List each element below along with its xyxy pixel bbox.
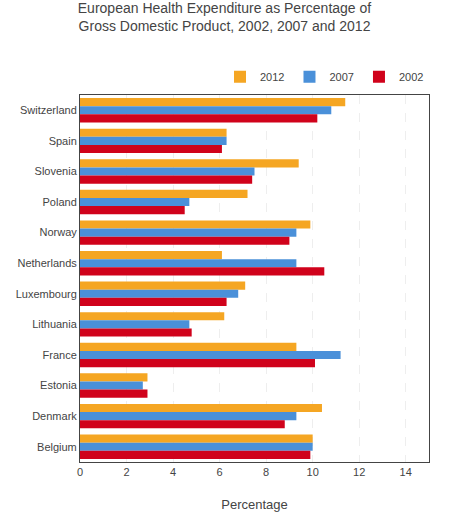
svg-text:Netherlands: Netherlands bbox=[17, 257, 77, 269]
svg-text:Percentage: Percentage bbox=[221, 497, 288, 512]
svg-text:Luxembourg: Luxembourg bbox=[16, 288, 77, 300]
svg-text:0: 0 bbox=[77, 466, 83, 478]
svg-text:Estonia: Estonia bbox=[40, 379, 78, 391]
svg-text:10: 10 bbox=[307, 466, 319, 478]
svg-text:Belgium: Belgium bbox=[37, 441, 77, 453]
svg-text:Lithuania: Lithuania bbox=[32, 318, 78, 330]
svg-text:14: 14 bbox=[400, 466, 412, 478]
svg-text:6: 6 bbox=[217, 466, 223, 478]
svg-text:2007: 2007 bbox=[329, 71, 353, 83]
svg-text:Norway: Norway bbox=[40, 226, 78, 238]
svg-text:Spain: Spain bbox=[49, 135, 77, 147]
svg-text:2: 2 bbox=[123, 466, 129, 478]
svg-text:12: 12 bbox=[353, 466, 365, 478]
svg-text:Switzerland: Switzerland bbox=[20, 104, 77, 116]
svg-text:2002: 2002 bbox=[399, 71, 423, 83]
svg-text:Denmark: Denmark bbox=[32, 410, 77, 422]
svg-text:Poland: Poland bbox=[43, 196, 77, 208]
svg-text:2012: 2012 bbox=[260, 71, 284, 83]
svg-text:4: 4 bbox=[170, 466, 176, 478]
svg-text:8: 8 bbox=[263, 466, 269, 478]
svg-text:European Health Expenditure as: European Health Expenditure as Percentag… bbox=[78, 0, 372, 34]
svg-text:France: France bbox=[43, 349, 77, 361]
svg-text:Slovenia: Slovenia bbox=[35, 165, 78, 177]
